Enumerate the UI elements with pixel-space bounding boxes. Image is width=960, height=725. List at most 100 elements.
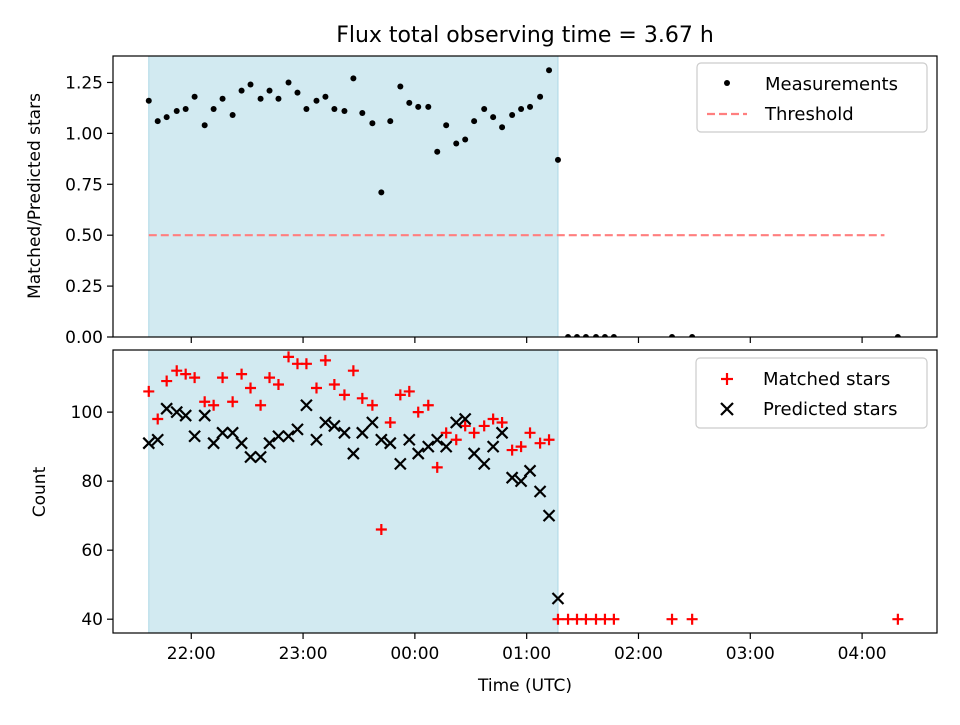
matched-star-point [328,379,340,391]
legend-threshold-label: Threshold [764,104,854,125]
predicted-star-point [151,433,164,447]
matched-star-point [217,372,229,384]
measurement-point [191,93,198,100]
matched-star-point [180,368,192,380]
y-tick-label: 60 [81,541,103,561]
matched-star-point [431,461,443,473]
predicted-star-point [160,402,173,415]
measurement-point [518,105,525,112]
measurement-point [894,334,901,337]
matched-star-point [264,372,276,384]
y-tick-label: 0.25 [65,277,103,297]
predicted-star-point [439,440,453,453]
matched-star-point [189,372,201,384]
predicted-star-point [495,426,509,440]
predicted-star-point [542,509,556,522]
top-legend-box [696,62,928,133]
predicted-star-point [505,471,519,484]
top-y-axis-label: Matched/Predicted stars [25,93,45,299]
measurement-point [471,118,478,125]
y-tick-label: 1.00 [65,124,103,144]
predicted-star-point [366,416,379,429]
predicted-star-point [347,447,360,460]
predicted-star-point [179,409,192,422]
measurement-point [341,107,348,114]
measurement-point [154,118,161,125]
measurement-point [537,93,544,100]
predicted-star-point [207,436,220,450]
predicted-star-point [356,426,369,440]
measurement-point [462,136,469,143]
matched-star-point [227,396,239,408]
matched-star-point [608,613,620,625]
matched-star-point [319,354,331,366]
observing-window-shade [148,55,559,338]
measurement-point [266,87,273,94]
matched-star-point [580,613,592,625]
matched-star-point [283,351,295,363]
bottom-x-ticks: 22:00 23:00 00:00 01:00 02:00 03:00 04:00 [167,633,887,664]
bottom-y-axis-label: Count [30,466,50,517]
matched-star-point [310,382,322,394]
matched-star-point [534,437,546,449]
predicted-star-point [422,440,435,453]
matched-star-point [394,389,406,401]
predicted-star-point [328,419,341,433]
measurement-point [481,105,488,112]
predicted-star-point [170,405,184,419]
matched-star-point [468,427,480,439]
legend-matched-marker [721,373,733,385]
measurement-point [145,97,152,104]
matched-star-point [245,382,257,394]
measurement-point [219,95,226,102]
predicted-star-point [254,450,267,464]
measurement-point [387,118,394,125]
matched-star-point [666,613,678,625]
predicted-star-point [486,440,500,453]
bottom-axes-frame [112,349,938,634]
measurement-point [406,99,413,106]
matched-star-point [515,441,527,453]
predicted-star-point [216,426,229,440]
measurement-point [527,103,534,110]
legend-predicted-label: Predicted stars [763,399,897,420]
predicted-star-point [282,430,295,443]
matched-star-point [450,434,462,446]
matched-stars-points [143,351,904,625]
predicted-star-point [551,592,565,605]
measurement-point [359,110,366,117]
predicted-star-point [533,485,547,498]
predicted-star-point [263,436,276,450]
legend-measurements-marker [724,80,730,86]
x-tick-label: 22:00 [167,644,216,664]
predicted-star-point [244,450,257,464]
bottom-panel: 40 60 80 100 22:00 23:00 00:00 01:00 02:00 03:00… [30,349,938,696]
matched-star-point [459,420,471,432]
legend-predicted-marker [720,402,734,416]
matched-star-point [171,365,183,377]
measurement-point [554,156,561,163]
measurement-point [453,140,460,147]
matched-star-point [384,416,396,428]
x-tick-label: 04:00 [838,644,887,664]
observing-window-shade [148,349,559,634]
top-y-ticks: 0.00 0.25 0.50 0.75 1.00 1.25 [65,73,113,348]
top-axes-frame [112,55,938,338]
predicted-star-point [188,430,201,443]
predicted-stars-points [142,398,565,605]
predicted-star-point [310,433,323,447]
measurement-point [210,105,217,112]
matched-star-point [686,613,698,625]
matched-star-point [524,427,536,439]
matched-star-point [892,613,904,625]
predicted-star-point [142,436,156,450]
predicted-star-point [411,447,425,460]
x-tick-label: 02:00 [614,644,663,664]
predicted-star-point [467,447,481,460]
matched-star-point [422,399,434,411]
predicted-star-point [477,457,491,471]
matched-star-point [543,434,555,446]
matched-star-point [347,365,359,377]
